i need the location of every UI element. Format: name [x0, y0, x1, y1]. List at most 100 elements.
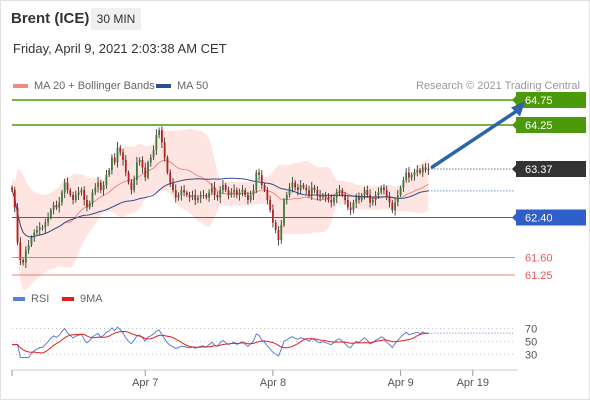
candle-body — [111, 157, 113, 170]
instrument-title: Brent (ICE) — [11, 10, 90, 27]
candle-body — [419, 170, 421, 173]
candle-body — [47, 217, 49, 223]
candle-body — [302, 185, 305, 188]
candle-body — [80, 190, 83, 193]
candle-body — [285, 195, 288, 200]
candle-body — [210, 187, 213, 193]
candle-body — [413, 172, 416, 175]
candle-body — [194, 195, 197, 200]
candle-body — [416, 170, 419, 173]
candle-body — [408, 172, 410, 178]
candle-body — [333, 197, 335, 203]
rsi-level-label: 70 — [525, 323, 537, 335]
candle-body — [19, 242, 22, 260]
candle-body — [41, 227, 44, 229]
candle-body — [127, 172, 130, 183]
candle-body — [108, 170, 111, 175]
candle-body — [180, 190, 183, 195]
candle-body — [88, 202, 91, 208]
candle-body — [244, 190, 247, 195]
chart-datetime: Friday, April 9, 2021 2:03:38 AM CET — [13, 41, 227, 56]
candle-body — [272, 210, 274, 223]
level-label-arrow — [512, 213, 516, 222]
candle-body — [297, 187, 299, 190]
candle-body — [183, 190, 185, 193]
level-label-bg — [516, 161, 586, 177]
candle-body — [177, 195, 180, 198]
candle-body — [374, 195, 377, 200]
candle-body — [197, 197, 199, 200]
candle-body — [113, 157, 116, 163]
candle-body — [27, 245, 30, 250]
candle-body — [274, 222, 277, 230]
candle-body — [149, 157, 152, 163]
candle-body — [358, 197, 360, 200]
candle-body — [405, 172, 408, 180]
candle-body — [124, 160, 127, 173]
candle-body — [355, 197, 358, 203]
candle-body — [58, 202, 61, 208]
candle-body — [288, 187, 291, 195]
candle-body — [138, 160, 141, 163]
candle-body — [13, 190, 16, 208]
level-label-arrow — [512, 96, 516, 104]
candle-body — [227, 190, 230, 195]
candle-body — [269, 200, 272, 210]
candle-body — [255, 172, 258, 190]
level-label: 61.25 — [525, 270, 553, 282]
candle-body — [316, 190, 319, 195]
candle-body — [369, 195, 371, 203]
level-label-arrow — [512, 121, 516, 129]
candle-body — [385, 190, 388, 198]
rsi-level-label: 30 — [525, 349, 537, 361]
candle-body — [310, 187, 313, 195]
level-label-bg — [516, 209, 586, 226]
candle-body — [219, 190, 222, 198]
candle-body — [22, 260, 25, 263]
candle-body — [16, 207, 19, 243]
candle-body — [396, 195, 399, 203]
candle-body — [341, 190, 344, 195]
candle-body — [230, 192, 233, 195]
candle-body — [277, 230, 280, 240]
candle-body — [424, 167, 427, 170]
candle-body — [188, 195, 191, 198]
candle-body — [394, 202, 396, 210]
legend-rsi-label: RSI — [31, 293, 50, 305]
candle-body — [116, 147, 119, 163]
candle-body — [205, 195, 208, 198]
level-label: 63.37 — [525, 164, 553, 176]
bollinger-band — [12, 128, 429, 291]
candle-body — [233, 190, 235, 193]
candle-body — [263, 185, 266, 190]
level-label-arrow — [512, 165, 516, 173]
candle-body — [74, 195, 77, 200]
candle-body — [252, 190, 255, 195]
candle-body — [327, 197, 330, 200]
level-label-bg — [516, 117, 586, 133]
candle-body — [49, 210, 52, 218]
candle-body — [266, 190, 269, 200]
candle-body — [260, 175, 263, 185]
candle-body — [130, 182, 133, 190]
candle-body — [391, 202, 394, 210]
rsi-swatch-icon — [13, 297, 25, 301]
ma20-swatch-icon — [13, 84, 28, 88]
candle-body — [352, 202, 355, 210]
candle-body — [241, 190, 244, 193]
candle-body — [30, 237, 33, 245]
candle-body — [33, 232, 36, 238]
candle-body — [69, 190, 72, 195]
candle-body — [38, 227, 41, 230]
candle-body — [388, 197, 391, 203]
candle-body — [61, 192, 63, 203]
level-label: 64.75 — [525, 95, 553, 107]
candle-body — [24, 250, 27, 263]
candle-body — [141, 160, 144, 168]
x-tick-label: Apr 8 — [260, 377, 286, 389]
candle-body — [55, 205, 58, 208]
candle-body — [371, 200, 374, 203]
candle-body — [44, 222, 47, 228]
timeframe-button[interactable]: 30 MIN — [91, 8, 141, 30]
candle-body — [202, 195, 205, 196]
